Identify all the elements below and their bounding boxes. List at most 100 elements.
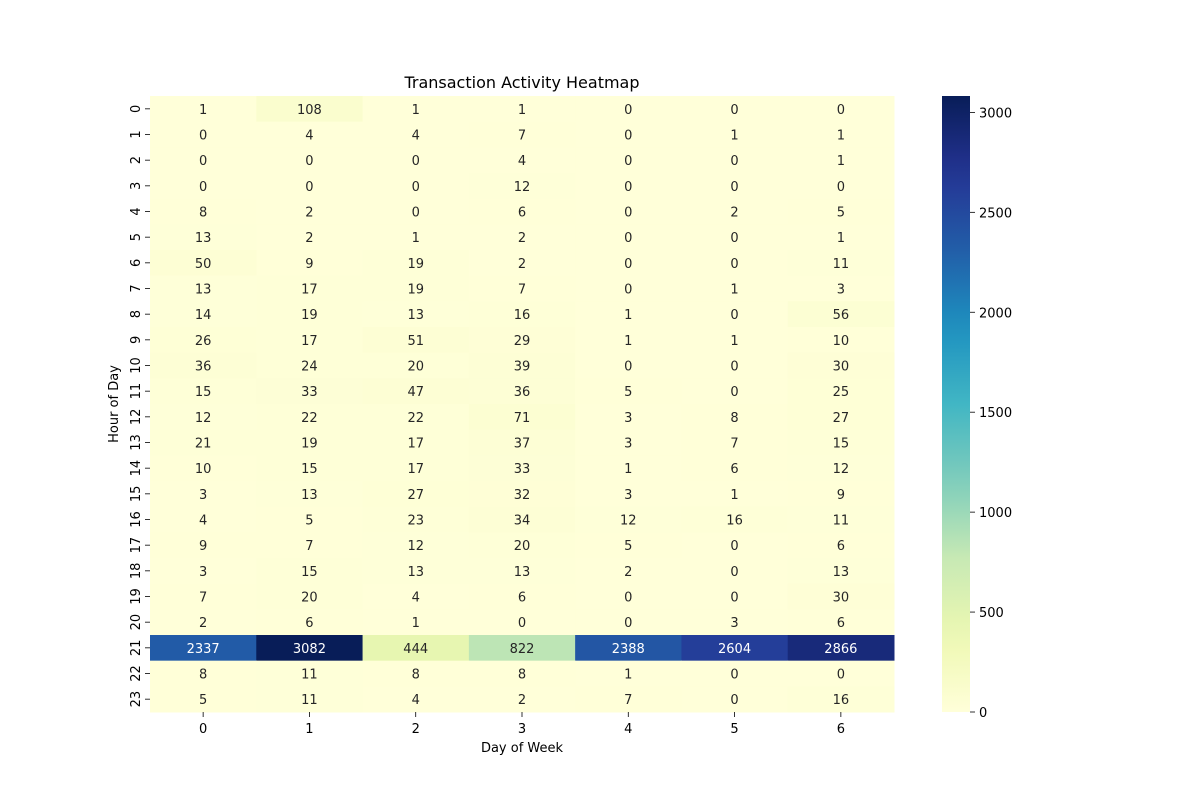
heatmap-cell xyxy=(468,301,576,328)
cell-value-label: 50 xyxy=(195,257,212,272)
x-tick-label: 6 xyxy=(837,722,845,737)
heatmap-cell xyxy=(468,481,576,508)
heatmap-cell xyxy=(681,352,789,379)
y-tick-label: 9 xyxy=(129,336,144,344)
cell-value-label: 24 xyxy=(301,360,318,375)
heatmap-cell xyxy=(787,429,895,456)
y-tick-label: 22 xyxy=(129,665,144,682)
cell-value-label: 2 xyxy=(730,206,738,221)
cell-value-label: 0 xyxy=(837,180,845,195)
heatmap-cell xyxy=(681,583,789,610)
cell-value-label: 0 xyxy=(624,103,632,118)
cell-value-label: 0 xyxy=(730,231,738,246)
cell-value-label: 7 xyxy=(730,437,738,452)
heatmap-cell xyxy=(468,327,576,354)
cell-value-label: 0 xyxy=(518,616,526,631)
heatmap-cell xyxy=(468,660,576,687)
cell-value-label: 17 xyxy=(301,334,318,349)
heatmap-cell xyxy=(362,173,470,200)
heatmap-cell xyxy=(256,609,364,636)
heatmap-cell xyxy=(150,250,257,277)
y-tick-label: 7 xyxy=(129,284,144,292)
cell-value-label: 23 xyxy=(407,514,424,529)
heatmap-cell xyxy=(468,147,576,174)
heatmap-cell xyxy=(575,506,682,533)
cell-value-label: 51 xyxy=(407,334,424,349)
cell-value-label: 29 xyxy=(514,334,531,349)
heatmap-cell xyxy=(150,327,257,354)
heatmap-cell xyxy=(681,275,789,302)
heatmap-cell xyxy=(787,532,895,559)
y-tick-label: 21 xyxy=(129,640,144,657)
cell-value-label: 822 xyxy=(510,642,535,657)
heatmap-cell xyxy=(681,455,789,482)
heatmap-cell xyxy=(150,609,257,636)
cell-value-label: 34 xyxy=(514,514,531,529)
cell-value-label: 37 xyxy=(514,437,531,452)
cell-value-label: 0 xyxy=(624,283,632,298)
heatmap-cell xyxy=(256,635,364,662)
heatmap-cell xyxy=(575,250,682,277)
cell-value-label: 0 xyxy=(412,206,420,221)
heatmap-cell xyxy=(681,378,789,405)
cell-value-label: 1 xyxy=(730,283,738,298)
heatmap-cell xyxy=(575,455,682,482)
colorbar-tick-label: 500 xyxy=(979,606,1004,621)
cell-value-label: 4 xyxy=(518,154,526,169)
cell-value-label: 17 xyxy=(407,437,424,452)
cell-value-label: 8 xyxy=(518,668,526,683)
heatmap-cell xyxy=(468,173,576,200)
cell-value-label: 3 xyxy=(730,616,738,631)
heatmap-cell xyxy=(256,583,364,610)
cell-value-label: 3082 xyxy=(293,642,326,657)
heatmap-cell xyxy=(681,429,789,456)
cell-value-label: 27 xyxy=(407,488,424,503)
cell-value-label: 8 xyxy=(199,206,207,221)
heatmap-cell xyxy=(256,275,364,302)
cell-value-label: 8 xyxy=(199,668,207,683)
cell-value-label: 19 xyxy=(407,257,424,272)
cell-value-label: 11 xyxy=(833,257,850,272)
heatmap-cell xyxy=(575,173,682,200)
cell-value-label: 0 xyxy=(730,180,738,195)
cell-value-label: 21 xyxy=(195,437,212,452)
heatmap-cell xyxy=(468,609,576,636)
heatmap-cell xyxy=(575,429,682,456)
heatmap-cell xyxy=(787,481,895,508)
x-tick-label: 2 xyxy=(412,722,420,737)
heatmap-cell xyxy=(256,506,364,533)
heatmap-cell xyxy=(681,121,789,148)
heatmap-cell xyxy=(256,96,364,123)
x-axis: 0 1 2 3 4 5 6 xyxy=(199,712,845,737)
cell-value-label: 5 xyxy=(199,693,207,708)
heatmap-cell xyxy=(362,121,470,148)
cell-value-label: 0 xyxy=(199,154,207,169)
heatmap-cell xyxy=(575,481,682,508)
cell-value-label: 0 xyxy=(624,206,632,221)
heatmap-cell xyxy=(256,121,364,148)
heatmap-cell xyxy=(150,429,257,456)
heatmap-cell xyxy=(681,506,789,533)
heatmap-cell xyxy=(575,147,682,174)
cell-value-label: 1 xyxy=(624,308,632,323)
cell-value-label: 17 xyxy=(407,462,424,477)
cell-value-label: 15 xyxy=(301,462,318,477)
heatmap-cell xyxy=(575,275,682,302)
heatmap-cell xyxy=(256,301,364,328)
y-tick-label: 15 xyxy=(129,486,144,503)
heatmap-cell xyxy=(362,635,470,662)
cell-value-label: 1 xyxy=(730,129,738,144)
heatmap-cell xyxy=(150,352,257,379)
y-tick-label: 13 xyxy=(129,434,144,451)
cell-value-label: 32 xyxy=(514,488,531,503)
cell-value-label: 25 xyxy=(833,385,850,400)
heatmap-cell xyxy=(362,378,470,405)
cell-value-label: 4 xyxy=(412,129,420,144)
heatmap-cell xyxy=(681,224,789,251)
cell-value-label: 22 xyxy=(301,411,318,426)
heatmap-cell xyxy=(468,635,576,662)
heatmap-cell xyxy=(575,404,682,431)
y-tick-label: 10 xyxy=(129,357,144,374)
cell-value-label: 20 xyxy=(407,360,424,375)
cell-value-label: 16 xyxy=(514,308,531,323)
